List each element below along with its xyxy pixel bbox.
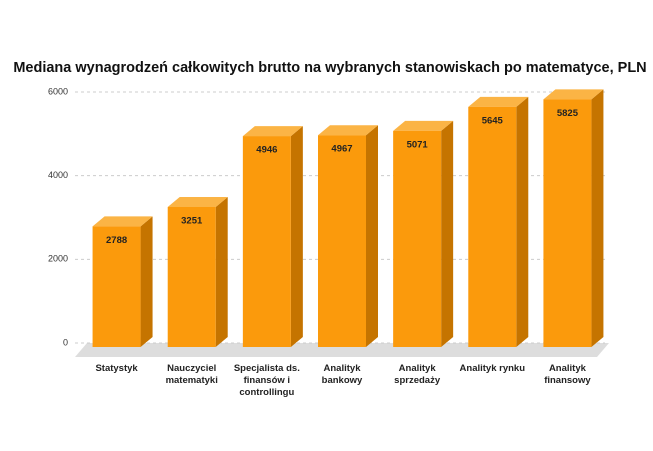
data-label: 3251 xyxy=(181,216,203,227)
bar xyxy=(167,206,216,347)
x-tick-label: Specjalista ds. finansów i controllingu xyxy=(233,363,300,398)
bar-top xyxy=(468,96,529,107)
data-label: 5645 xyxy=(482,115,504,126)
bar-top xyxy=(242,126,303,137)
x-tick-label: Analityk sprzedaży xyxy=(394,363,441,386)
chart-title: Mediana wynagrodzeń całkowitych brutto n… xyxy=(13,60,646,76)
bar-top xyxy=(318,125,378,136)
y-tick-label: 0 xyxy=(63,337,68,347)
bar-side xyxy=(591,89,604,347)
bar-top xyxy=(393,120,454,131)
bar xyxy=(242,136,291,347)
x-tick-label: Analityk bankowy xyxy=(321,363,363,386)
bar xyxy=(318,135,366,347)
data-label: 5071 xyxy=(407,139,429,150)
y-tick-label: 6000 xyxy=(48,86,68,96)
bar-side xyxy=(441,120,454,348)
bar-top xyxy=(167,196,228,207)
data-label: 2788 xyxy=(106,235,127,246)
bar xyxy=(543,99,592,347)
x-tick-label: Analityk finansowy xyxy=(544,363,591,386)
bar-top xyxy=(543,89,604,100)
bar-side xyxy=(516,96,529,347)
data-label: 4967 xyxy=(331,144,352,155)
bar xyxy=(92,226,141,347)
y-tick-label: 2000 xyxy=(48,254,68,264)
y-tick-label: 4000 xyxy=(48,170,68,180)
bar-side xyxy=(366,125,378,347)
x-tick-label: Statystyk xyxy=(95,363,138,374)
bar-side xyxy=(215,196,228,347)
bar-side xyxy=(140,216,153,347)
bar-side xyxy=(290,126,303,347)
x-tick-label: Nauczyciel matematyki xyxy=(165,363,218,386)
bar-top xyxy=(92,216,153,227)
data-label: 4946 xyxy=(256,145,277,156)
x-tick-label: Analityk rynku xyxy=(459,363,526,374)
bar xyxy=(468,106,517,347)
data-label: 5825 xyxy=(557,108,579,119)
bar xyxy=(393,130,442,347)
